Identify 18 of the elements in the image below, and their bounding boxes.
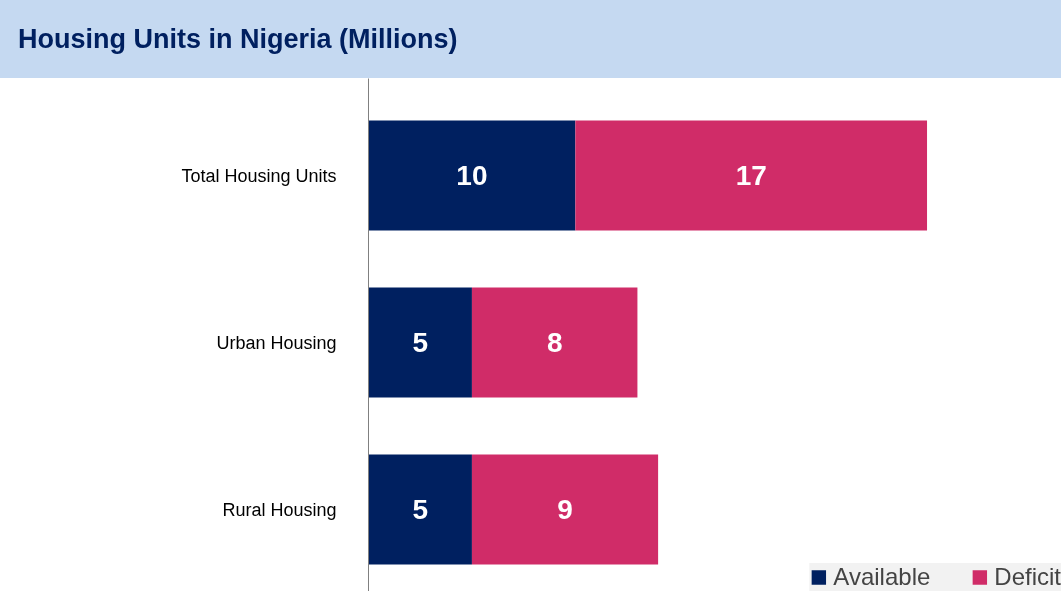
legend-label: Available (833, 563, 931, 591)
y-tick-label: Total Housing Units (181, 165, 337, 186)
bar (575, 120, 928, 231)
data-label: 10 (456, 160, 488, 191)
data-label: 9 (557, 494, 573, 525)
bar (368, 287, 472, 398)
bar (471, 454, 659, 565)
data-label: 5 (412, 494, 429, 525)
bar (471, 287, 638, 398)
data-label: 17 (735, 160, 767, 191)
y-tick-label: Rural Housing (222, 499, 337, 520)
chart-title: Housing Units in Nigeria (Millions) (18, 23, 458, 56)
data-label: 8 (546, 327, 563, 358)
bar (368, 120, 576, 231)
legend-label: Deficit (994, 563, 1061, 591)
y-tick-label: Urban Housing (216, 332, 337, 353)
data-label: 5 (412, 327, 429, 358)
bar (368, 454, 472, 565)
